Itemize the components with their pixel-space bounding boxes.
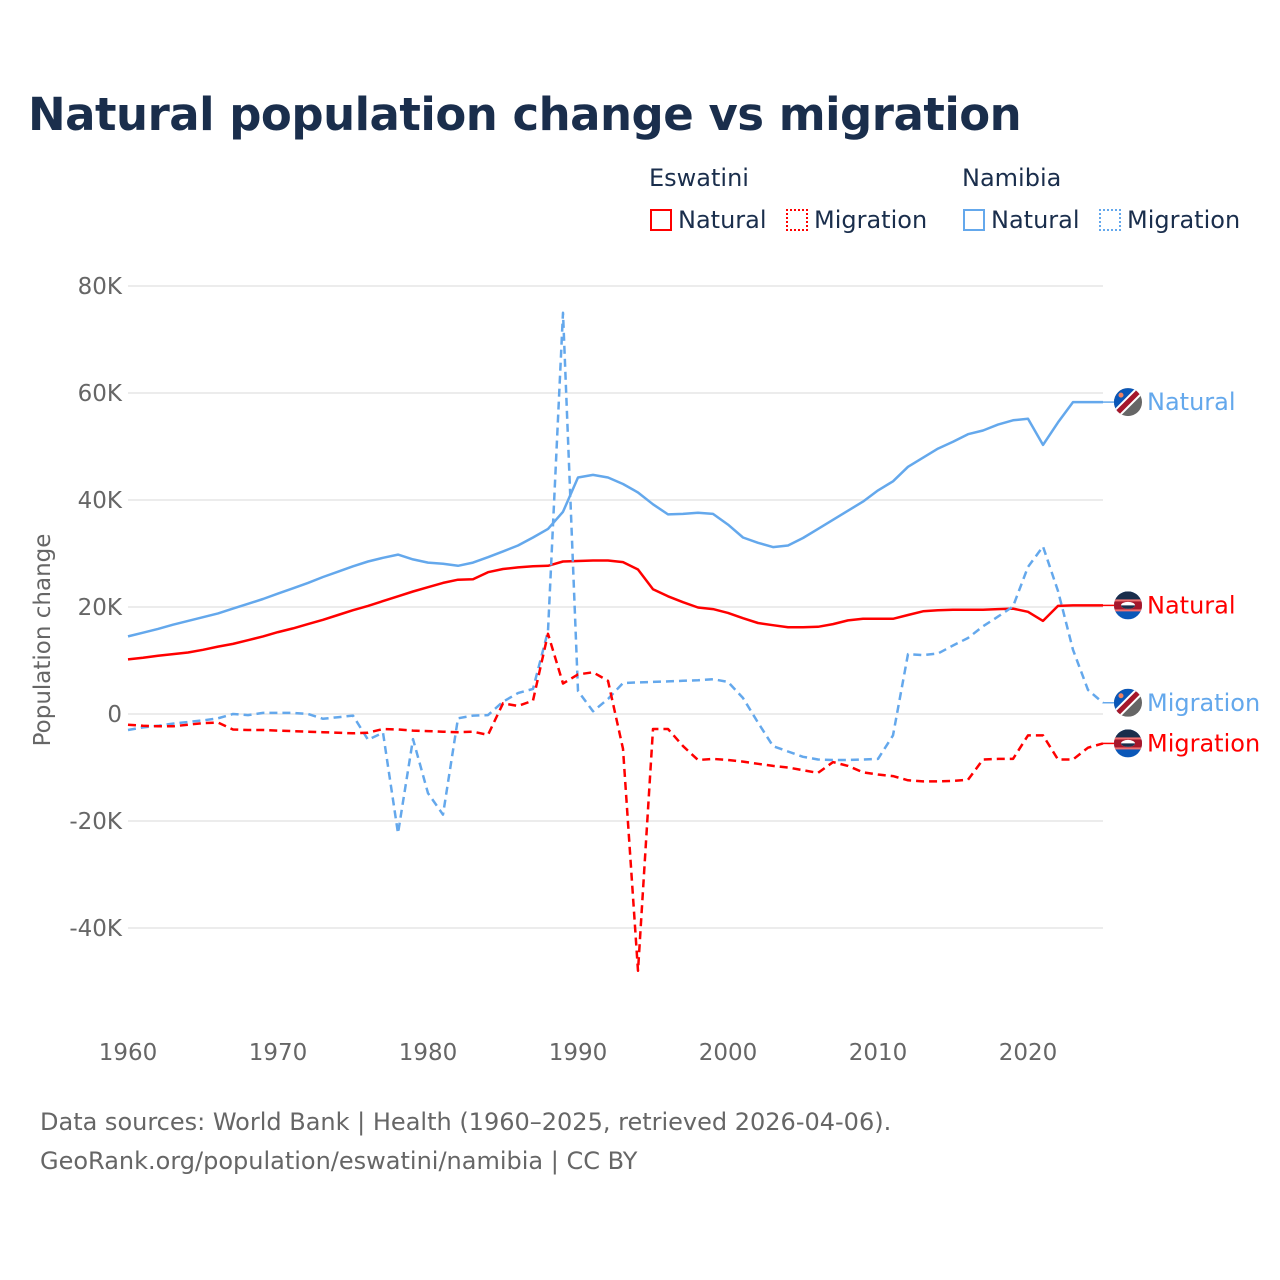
dotted-swatch-icon xyxy=(786,209,808,231)
footer-attribution: GeoRank.org/population/eswatini/namibia … xyxy=(40,1147,638,1175)
solid-swatch-icon xyxy=(963,209,985,231)
y-tick-label: 80K xyxy=(78,274,123,300)
series-line-eswatini-natural xyxy=(127,559,1103,661)
y-tick-label: 40K xyxy=(78,488,123,514)
legend-item-namibia-migration[interactable]: Migration xyxy=(1099,206,1240,234)
end-label-text: Natural xyxy=(1147,388,1236,416)
end-label-namibia-migration: Migration xyxy=(1103,687,1260,719)
legend-label: Migration xyxy=(814,206,928,234)
legend-item-eswatini-migration[interactable]: Migration xyxy=(786,206,927,234)
line-chart: 80K 60K 40K 20K 0 -20K -40K 1960 1970 1980 1990 200… xyxy=(30,274,1260,1066)
solid-swatch-icon xyxy=(650,209,672,231)
series-line-eswatini-migration xyxy=(127,632,1104,973)
end-label-text: Migration xyxy=(1147,689,1260,717)
legend-label: Natural xyxy=(991,206,1080,234)
dotted-swatch-icon xyxy=(1099,209,1121,231)
x-tick-label: 1970 xyxy=(249,1040,308,1066)
legend-item-namibia-natural[interactable]: Natural xyxy=(963,206,1080,234)
y-tick-label: -40K xyxy=(69,916,123,942)
legend-group-namibia: Namibia xyxy=(962,164,1062,192)
footer-sources: Data sources: World Bank | Health (1960–… xyxy=(40,1108,892,1136)
end-label-eswatini-migration: Migration xyxy=(1103,729,1260,758)
namibia-flag-icon xyxy=(1112,386,1144,418)
end-label-text: Natural xyxy=(1147,591,1236,619)
x-tick-label: 2000 xyxy=(699,1040,758,1066)
y-tick-label: 20K xyxy=(78,595,123,621)
y-axis-label: Population change xyxy=(30,534,56,747)
end-label-eswatini-natural: Natural xyxy=(1103,591,1236,620)
chart-title: Natural population change vs migration xyxy=(28,88,1022,141)
series-line-namibia-natural xyxy=(127,400,1103,638)
end-label-namibia-natural: Natural xyxy=(1103,386,1236,418)
x-tick-label: 1990 xyxy=(549,1040,608,1066)
x-tick-label: 2010 xyxy=(849,1040,908,1066)
x-tick-label: 1980 xyxy=(399,1040,458,1066)
legend-group-eswatini: Eswatini xyxy=(649,164,749,192)
y-tick-label: -20K xyxy=(69,809,123,835)
y-tick-label: 0 xyxy=(107,702,122,728)
y-tick-label: 60K xyxy=(78,381,123,407)
legend-label: Natural xyxy=(678,206,767,234)
end-label-text: Migration xyxy=(1147,729,1260,757)
eswatini-flag-icon xyxy=(1114,729,1142,757)
legend-label: Migration xyxy=(1127,206,1241,234)
legend-item-eswatini-natural[interactable]: Natural xyxy=(650,206,767,234)
eswatini-flag-icon xyxy=(1114,591,1142,619)
namibia-flag-icon xyxy=(1112,687,1144,719)
x-tick-label: 1960 xyxy=(99,1040,158,1066)
series-line-namibia-migration xyxy=(127,311,1104,835)
x-tick-label: 2020 xyxy=(999,1040,1058,1066)
